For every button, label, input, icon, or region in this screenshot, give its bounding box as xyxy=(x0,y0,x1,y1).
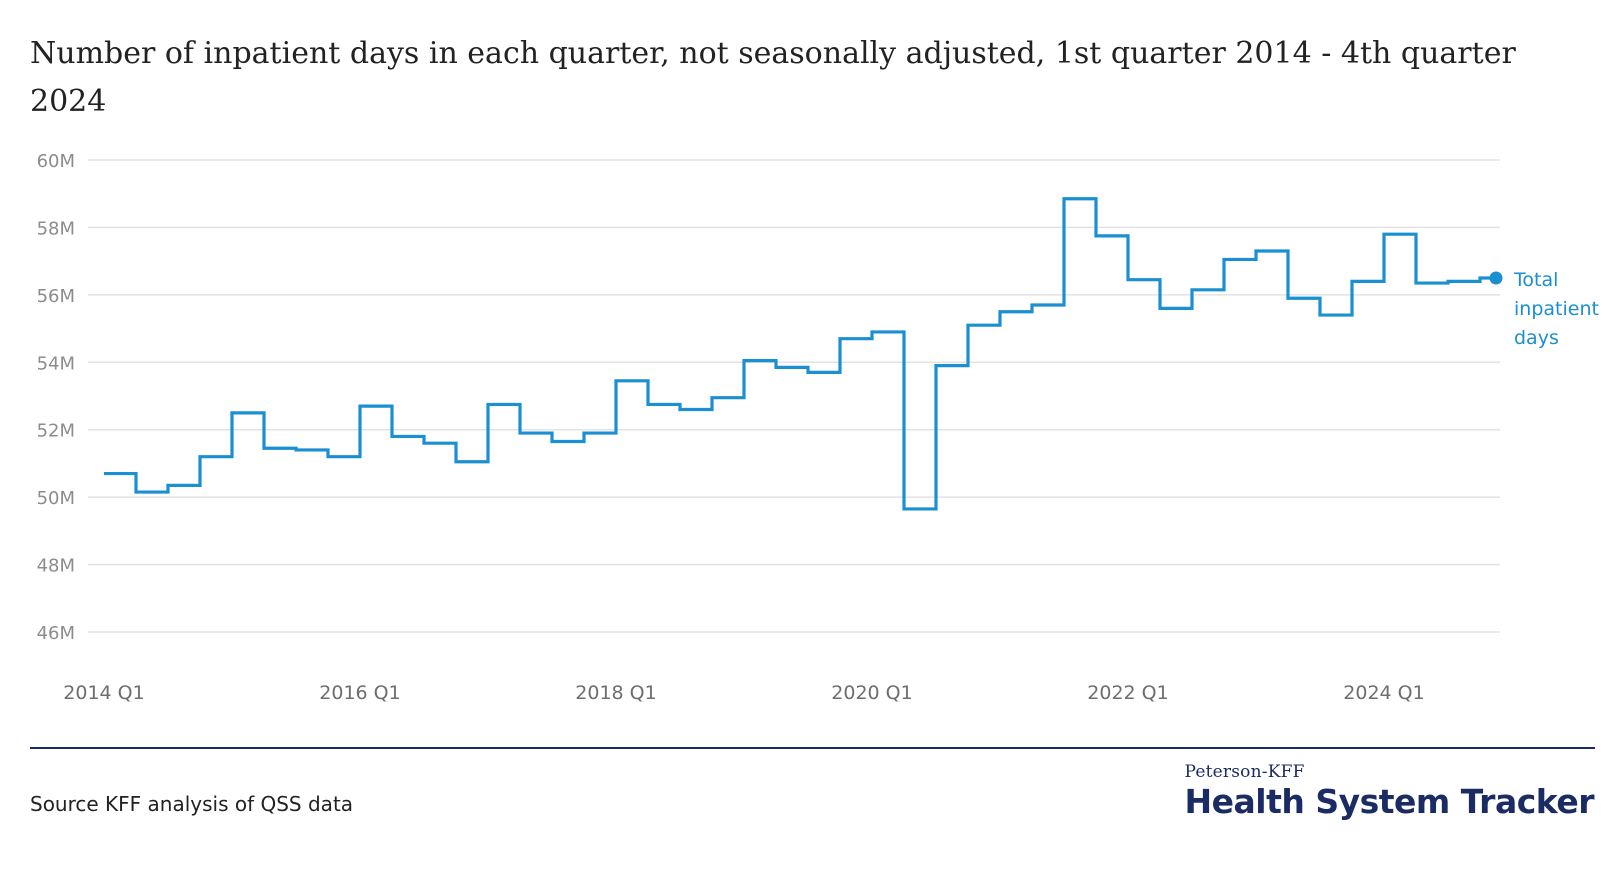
y-tick-label: 48M xyxy=(37,556,75,577)
y-tick-label: 56M xyxy=(37,286,75,307)
y-axis-ticks: 46M 48M 50M 52M 54M 56M 58M 60M xyxy=(37,151,75,644)
series-label: inpatient xyxy=(1514,298,1599,320)
series-layer: Total inpatient days xyxy=(104,197,1599,511)
y-tick-label: 52M xyxy=(37,421,75,442)
x-tick-label: 2018 Q1 xyxy=(575,682,656,704)
series-label: days xyxy=(1514,327,1559,349)
x-axis-ticks: 2014 Q1 2016 Q1 2018 Q1 2020 Q1 2022 Q1 2024 … xyxy=(63,682,1424,704)
series-line xyxy=(104,197,1496,511)
brand-title: Health System Tracker xyxy=(1184,782,1595,821)
source-note: Source KFF analysis of QSS data xyxy=(30,792,354,816)
y-tick-label: 60M xyxy=(37,151,75,172)
x-tick-label: 2020 Q1 xyxy=(831,682,912,704)
y-tick-label: 58M xyxy=(37,218,75,239)
footer-divider xyxy=(30,747,1595,749)
x-tick-label: 2022 Q1 xyxy=(1087,682,1168,704)
y-tick-label: 50M xyxy=(37,488,75,509)
y-tick-label: 46M xyxy=(37,623,75,644)
x-tick-label: 2024 Q1 xyxy=(1343,682,1424,704)
brand-subtitle: Peterson-KFF xyxy=(1184,762,1305,782)
chart-title: Number of inpatient days in each quarter… xyxy=(30,36,1516,119)
brand-logo: Peterson-KFF Health System Tracker xyxy=(1185,762,1595,822)
gridlines xyxy=(88,159,1500,633)
x-tick-label: 2014 Q1 xyxy=(63,682,144,704)
x-tick-label: 2016 Q1 xyxy=(319,682,400,704)
series-end-marker xyxy=(1489,271,1503,285)
y-tick-label: 54M xyxy=(37,353,75,374)
series-label: Total xyxy=(1513,269,1558,291)
